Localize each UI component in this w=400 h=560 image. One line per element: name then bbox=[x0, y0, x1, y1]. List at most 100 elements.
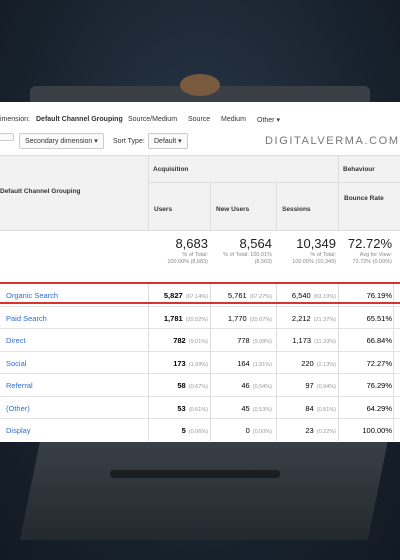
totals-row bbox=[0, 230, 400, 284]
cell-divider bbox=[338, 306, 339, 329]
cell-divider bbox=[210, 419, 211, 441]
metric-value: 5,761 bbox=[227, 291, 247, 300]
metric-percent: (0.81%) bbox=[316, 406, 336, 413]
cell-divider bbox=[393, 329, 394, 351]
group-header: Acquisition bbox=[153, 166, 189, 173]
total-note: % of Total: 100.00% (8,683) bbox=[167, 252, 208, 265]
watermark: DIGITALVERMA.COM bbox=[265, 135, 400, 147]
metric-value: 45 bbox=[241, 403, 250, 413]
column-divider bbox=[210, 182, 211, 230]
metric-value: 778 bbox=[237, 336, 250, 345]
channel-link[interactable]: Social bbox=[6, 358, 27, 368]
metric-percent: (2.13%) bbox=[316, 361, 336, 368]
total-note: Avg for View: 72.72% (0.00%) bbox=[352, 252, 392, 265]
cell-divider bbox=[210, 351, 211, 374]
table-row: Direct 782 (9.01%) 778 (9.08%) 1,173 (11.33%) 6… bbox=[0, 328, 400, 351]
metric-cell: 164 (1.91%) bbox=[210, 359, 272, 368]
metric-cell: 84 (0.81%) bbox=[276, 404, 336, 413]
metric-value: 0 bbox=[245, 426, 250, 435]
metric-value: 58 bbox=[177, 381, 186, 390]
cell-divider bbox=[276, 351, 277, 374]
cell-divider bbox=[276, 284, 277, 306]
column-divider bbox=[338, 182, 339, 230]
metric-cell: 1,770 (20.67%) bbox=[210, 314, 272, 323]
channel-link[interactable]: Organic Search bbox=[6, 291, 59, 300]
bounce-rate: 66.84% bbox=[366, 336, 392, 345]
column-header: Users bbox=[154, 206, 173, 213]
metric-cell: 2,212 (21.37%) bbox=[276, 314, 336, 323]
sort-type[interactable]: Default ▾ bbox=[148, 133, 188, 149]
metric-percent: (20.52%) bbox=[185, 316, 208, 323]
metric-value: 5 bbox=[181, 426, 186, 435]
metric-percent: (0.94%) bbox=[316, 384, 336, 390]
metric-percent: (0.22%) bbox=[316, 429, 336, 435]
channel-link[interactable]: (Other) bbox=[6, 403, 30, 413]
table-header bbox=[0, 155, 400, 231]
metric-value: 173 bbox=[173, 358, 186, 368]
metric-cell: 220 (2.13%) bbox=[276, 359, 336, 368]
total-value: 10,349 bbox=[296, 236, 336, 251]
metric-value: 1,781 bbox=[163, 313, 183, 323]
metric-percent: (9.01%) bbox=[188, 339, 208, 345]
metric-percent: (0.54%) bbox=[252, 384, 272, 390]
cell-divider bbox=[148, 306, 149, 329]
bounce-rate: 76.29% bbox=[366, 381, 392, 390]
cell-divider bbox=[148, 329, 149, 351]
metric-cell: 778 (9.08%) bbox=[210, 336, 272, 345]
metric-value: 1,173 bbox=[292, 336, 312, 345]
metric-percent: (9.08%) bbox=[252, 339, 272, 345]
cell-divider bbox=[276, 329, 277, 351]
cell-divider bbox=[148, 374, 149, 396]
bounce-rate: 64.29% bbox=[366, 403, 392, 413]
metric-percent: (0.53%) bbox=[252, 406, 272, 413]
channel-link[interactable]: Referral bbox=[6, 381, 33, 390]
metric-percent: (21.37%) bbox=[313, 316, 336, 323]
column-header: Bounce Rate bbox=[344, 195, 384, 202]
metric-value: 23 bbox=[305, 426, 314, 435]
channel-link[interactable]: Direct bbox=[6, 336, 26, 345]
dimension-label: imension: bbox=[0, 116, 30, 123]
column-header: New Users bbox=[216, 206, 250, 213]
dimension-option[interactable]: Medium bbox=[221, 116, 246, 123]
dimension-option[interactable]: Source/Medium bbox=[128, 116, 178, 123]
metric-percent: (0.06%) bbox=[188, 429, 208, 435]
metric-value: 5,827 bbox=[163, 291, 183, 300]
cell-divider bbox=[210, 396, 211, 419]
metric-cell: 58 (0.67%) bbox=[148, 381, 208, 390]
metric-value: 46 bbox=[241, 381, 250, 390]
channel-link[interactable]: Paid Search bbox=[6, 313, 47, 323]
cell-divider bbox=[338, 396, 339, 419]
metric-value: 2,212 bbox=[291, 313, 311, 323]
group-header: Behaviour bbox=[343, 166, 375, 173]
bounce-rate: 100.00% bbox=[362, 426, 392, 435]
metric-percent: (0.00%) bbox=[252, 429, 272, 435]
metric-value: 782 bbox=[173, 336, 186, 345]
channel-link[interactable]: Display bbox=[6, 426, 31, 435]
cell-divider bbox=[276, 306, 277, 329]
cell-divider bbox=[338, 351, 339, 374]
metric-value: 84 bbox=[305, 403, 314, 413]
total-value: 8,564 bbox=[239, 236, 272, 251]
secondary-dimension[interactable]: Secondary dimension ▾ bbox=[19, 133, 104, 149]
cell-divider bbox=[148, 351, 149, 374]
dimension-option[interactable]: Other ▾ bbox=[257, 117, 280, 124]
table-row: Social 173 (1.99%) 164 (1.91%) 220 (2.13%) 72.2… bbox=[0, 350, 400, 374]
metric-cell: 45 (0.53%) bbox=[210, 404, 272, 413]
cell-divider bbox=[210, 284, 211, 306]
cell-divider bbox=[338, 329, 339, 351]
metric-cell: 97 (0.94%) bbox=[276, 381, 336, 390]
metric-percent: (0.61%) bbox=[188, 406, 208, 413]
cell-divider bbox=[276, 396, 277, 419]
primary-dimension[interactable]: Default Channel Grouping bbox=[36, 116, 123, 123]
total-note: % of Total: 100.01% (8,563) bbox=[223, 252, 272, 265]
highlight-box bbox=[0, 282, 400, 304]
dimension-option[interactable]: Source bbox=[188, 116, 211, 123]
metric-cell: 5 (0.06%) bbox=[148, 426, 208, 435]
sort-label: Sort Type: bbox=[113, 138, 145, 145]
metric-cell: 5,761 (67.27%) bbox=[210, 291, 272, 300]
table-row: Display 5 (0.06%) 0 (0.00%) 23 (0.22%) 100.00% bbox=[0, 418, 400, 441]
metric-percent: (1.91%) bbox=[252, 361, 272, 368]
bounce-rate: 72.27% bbox=[366, 358, 392, 368]
metric-percent: (20.67%) bbox=[249, 316, 272, 323]
